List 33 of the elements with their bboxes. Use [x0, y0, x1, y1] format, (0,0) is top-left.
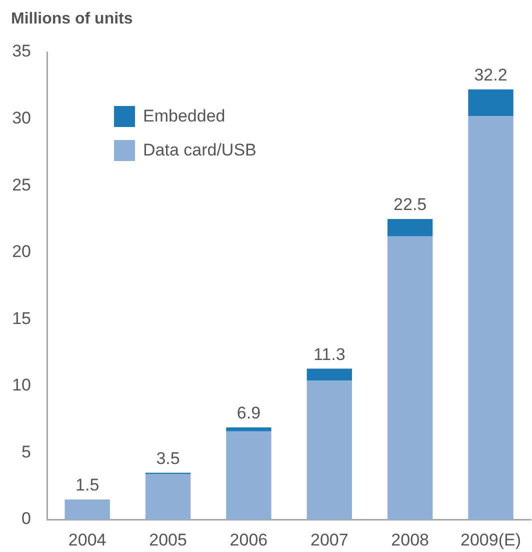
total-label: 3.5	[156, 448, 180, 468]
bar	[306, 368, 352, 381]
bar	[468, 89, 514, 116]
total-label: 11.3	[313, 344, 346, 364]
y-tick-label: 30	[12, 108, 31, 128]
y-tick-label: 0	[22, 509, 31, 528]
total-label: 6.9	[236, 404, 261, 423]
y-tick-label: 35	[12, 42, 31, 61]
legend-label: Data card/USB	[143, 140, 256, 160]
y-tick-label: 15	[12, 308, 31, 328]
x-tick-label: 2005	[149, 530, 187, 550]
bar	[226, 431, 272, 520]
x-tick-label: 2008	[391, 530, 429, 550]
bar	[306, 380, 352, 520]
y-tick-label: 25	[12, 175, 31, 194]
total-label: 32.2	[474, 66, 508, 85]
x-tick-label: 2004	[68, 530, 106, 550]
y-tick-label: 10	[12, 376, 31, 395]
y-tick-label: 5	[22, 442, 31, 462]
bar	[145, 474, 191, 520]
x-tick-label: 2007	[310, 530, 348, 550]
y-axis-title: Millions of units	[11, 10, 133, 28]
y-tick-label: 20	[12, 242, 31, 262]
x-tick-label: 2006	[230, 530, 268, 550]
bar	[468, 116, 514, 520]
bar	[64, 499, 110, 520]
bar	[387, 236, 433, 520]
total-label: 1.5	[76, 476, 100, 495]
legend-label: Embedded	[143, 106, 226, 126]
bar	[226, 427, 272, 432]
bar	[387, 218, 433, 236]
x-tick-label: 2009(E)	[460, 530, 521, 550]
total-label: 22.5	[394, 195, 427, 214]
